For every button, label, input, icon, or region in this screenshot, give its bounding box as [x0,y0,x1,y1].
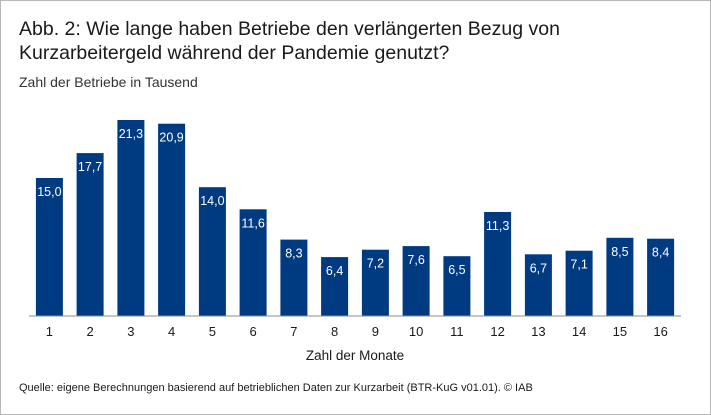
bar-14 [565,250,593,316]
bar-2 [76,153,104,316]
x-tick-label: 7 [290,324,297,339]
x-tick-label: 2 [86,324,93,339]
x-tick-label: 6 [249,324,256,339]
bar-value-label: 14,0 [200,194,224,208]
bar-4 [158,123,186,316]
source-note: Quelle: eigene Berechnungen basierend au… [19,382,533,394]
bar-value-label: 7,1 [570,258,587,272]
bar-group: 15,0 17,7 21,3 20,9 14,0 11,6 8,3 6,4 7,2 7,6 6,5 1… [35,120,675,316]
x-tick-label: 1 [46,324,53,339]
bar-1 [35,178,63,316]
x-tick-label: 12 [490,324,504,339]
bar-9 [361,249,389,316]
bar-6 [239,209,267,316]
x-tick-label: 11 [450,324,464,339]
bar-7 [280,239,308,316]
bar-value-label: 20,9 [159,131,183,145]
bar-value-label: 21,3 [119,127,143,141]
x-tick-label: 13 [531,324,545,339]
bar-value-label: 8,3 [285,247,302,261]
y-axis-label: Zahl der Betriebe in Tausend [19,74,198,90]
x-tick-label: 14 [572,324,586,339]
bar-16 [647,238,675,316]
bar-value-label: 8,4 [652,246,669,260]
bar-value-label: 7,6 [407,253,424,267]
x-tick-label: 9 [372,324,379,339]
bar-12 [484,212,512,316]
x-tick-label: 16 [653,324,667,339]
x-axis-ticks: 1 2 3 4 5 6 7 8 9 10 11 12 13 14 15 16 [46,324,668,339]
x-axis-label: Zahl der Monate [306,348,404,363]
bar-value-label: 17,7 [78,160,102,174]
x-tick-label: 3 [127,324,134,339]
bar-value-label: 11,3 [486,219,509,233]
bar-value-label: 7,2 [367,257,384,271]
bar-value-label: 11,6 [241,216,264,230]
x-tick-label: 10 [409,324,423,339]
x-tick-label: 5 [209,324,216,339]
x-tick-label: 4 [168,324,175,339]
bar-value-label: 6,4 [326,264,343,278]
bar-5 [198,187,226,316]
bar-value-label: 6,7 [530,261,547,275]
bar-value-label: 6,5 [448,263,465,277]
bar-3 [117,120,145,316]
bar-value-label: 15,0 [37,185,61,199]
bar-value-label: 8,5 [611,245,628,259]
bar-13 [524,254,552,316]
x-tick-label: 15 [613,324,627,339]
bar-8 [321,257,349,316]
bar-11 [443,256,471,316]
bar-10 [402,246,430,316]
x-tick-label: 8 [331,324,338,339]
chart-title: Abb. 2: Wie lange haben Betriebe den ver… [19,18,560,64]
bar-15 [606,237,634,316]
